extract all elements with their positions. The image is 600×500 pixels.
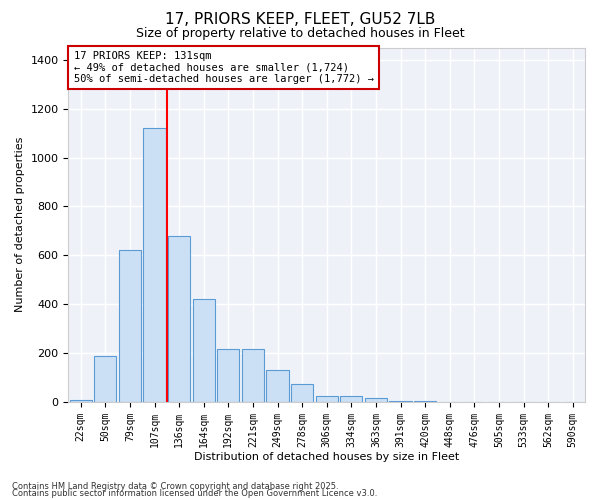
Bar	[94, 356, 116, 402]
Bar	[70, 400, 92, 402]
Bar	[168, 236, 190, 402]
X-axis label: Distribution of detached houses by size in Fleet: Distribution of detached houses by size …	[194, 452, 460, 462]
Text: 17 PRIORS KEEP: 131sqm
← 49% of detached houses are smaller (1,724)
50% of semi-: 17 PRIORS KEEP: 131sqm ← 49% of detached…	[74, 51, 374, 84]
Y-axis label: Number of detached properties: Number of detached properties	[15, 137, 25, 312]
Bar	[193, 300, 215, 402]
Bar	[414, 400, 436, 402]
Text: 17, PRIORS KEEP, FLEET, GU52 7LB: 17, PRIORS KEEP, FLEET, GU52 7LB	[165, 12, 435, 28]
Bar	[266, 370, 289, 402]
Bar	[242, 350, 264, 402]
Bar	[389, 400, 412, 402]
Text: Contains public sector information licensed under the Open Government Licence v3: Contains public sector information licen…	[12, 490, 377, 498]
Bar	[119, 250, 141, 402]
Text: Size of property relative to detached houses in Fleet: Size of property relative to detached ho…	[136, 28, 464, 40]
Bar	[316, 396, 338, 402]
Bar	[143, 128, 166, 402]
Bar	[340, 396, 362, 402]
Bar	[217, 350, 239, 402]
Text: Contains HM Land Registry data © Crown copyright and database right 2025.: Contains HM Land Registry data © Crown c…	[12, 482, 338, 491]
Bar	[365, 398, 387, 402]
Bar	[291, 384, 313, 402]
